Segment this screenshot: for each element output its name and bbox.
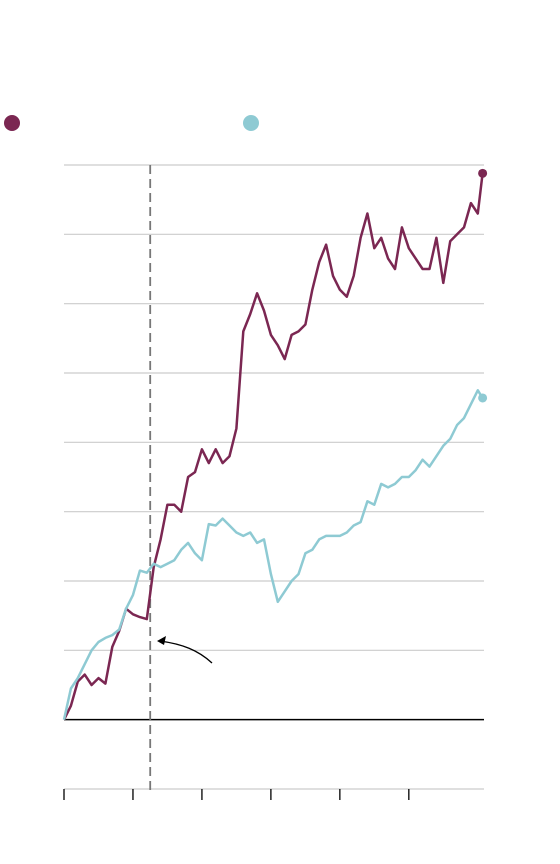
legend-swatch <box>243 115 259 131</box>
series-line <box>62 173 484 721</box>
end-dot <box>478 393 488 403</box>
end-dot <box>478 168 488 178</box>
arrow-head <box>157 636 166 645</box>
legend-swatch <box>4 115 20 131</box>
series-line <box>62 389 484 720</box>
annotation-arrow <box>159 640 213 664</box>
legend <box>4 115 259 131</box>
